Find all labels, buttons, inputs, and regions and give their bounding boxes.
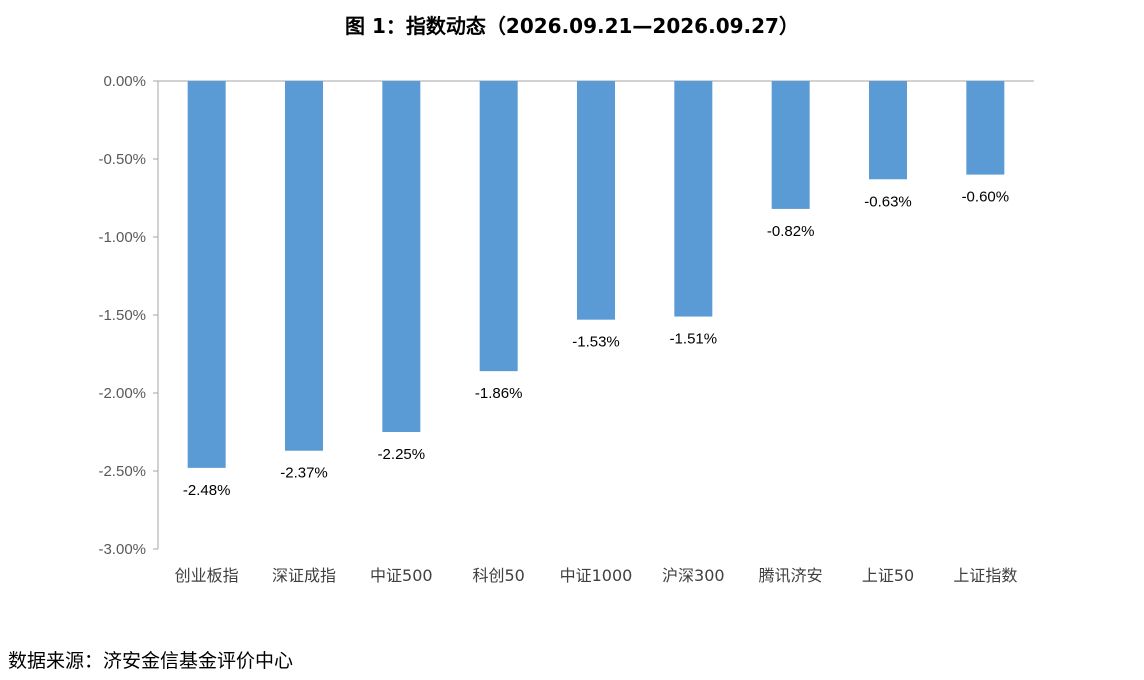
- y-tick-label: -0.50%: [98, 151, 146, 168]
- axes: 0.00% -0.50% -1.00% -1.50% -2.00% -2.50% -3.00…: [98, 73, 1034, 585]
- data-label: -2.37%: [280, 465, 328, 482]
- bar: [869, 81, 907, 180]
- bar: [285, 81, 323, 451]
- bar: [187, 81, 226, 468]
- data-label: -0.82%: [767, 223, 815, 240]
- y-tick-label: 0.00%: [103, 73, 146, 90]
- x-tick-label: 上证50: [862, 566, 914, 585]
- y-tick-label: -2.00%: [98, 385, 146, 402]
- chart-title: 图 1：指数动态（2026.09.21—2026.09.27）: [345, 14, 799, 38]
- data-label: -1.51%: [670, 331, 718, 348]
- x-tick-label: 沪深300: [662, 566, 725, 585]
- x-tick-label: 中证1000: [560, 566, 633, 585]
- x-tick-label: 创业板指: [175, 566, 239, 585]
- bar: [479, 81, 518, 372]
- data-label: -2.48%: [183, 482, 231, 499]
- y-tick-label: -3.00%: [98, 541, 146, 558]
- data-label: -2.25%: [378, 446, 426, 463]
- x-tick-label: 上证指数: [953, 566, 1017, 585]
- bars: [187, 81, 1005, 468]
- data-labels: -2.48% -2.37% -2.25% -1.86% -1.53% -1.51% -0.8…: [183, 189, 1009, 499]
- bar: [966, 81, 1005, 175]
- x-tick-label: 深证成指: [272, 566, 336, 585]
- data-label: -0.60%: [962, 189, 1010, 206]
- bar: [577, 81, 615, 320]
- data-label: -1.86%: [475, 385, 523, 402]
- data-label: -1.53%: [572, 334, 620, 351]
- x-tick-label: 科创50: [472, 566, 524, 585]
- bar-chart: 0.00% -0.50% -1.00% -1.50% -2.00% -2.50% -3.00…: [98, 73, 1034, 585]
- data-source-note: 数据来源：济安金信基金评价中心: [8, 650, 294, 672]
- bar: [771, 81, 810, 209]
- y-tick-label: -1.00%: [98, 229, 146, 246]
- data-label: -0.63%: [864, 193, 912, 210]
- y-tick-label: -1.50%: [98, 307, 146, 324]
- bar: [674, 81, 713, 317]
- bar: [382, 81, 421, 432]
- x-tick-label: 腾讯济安: [759, 566, 823, 585]
- y-tick-label: -2.50%: [98, 463, 146, 480]
- x-tick-label: 中证500: [370, 566, 433, 585]
